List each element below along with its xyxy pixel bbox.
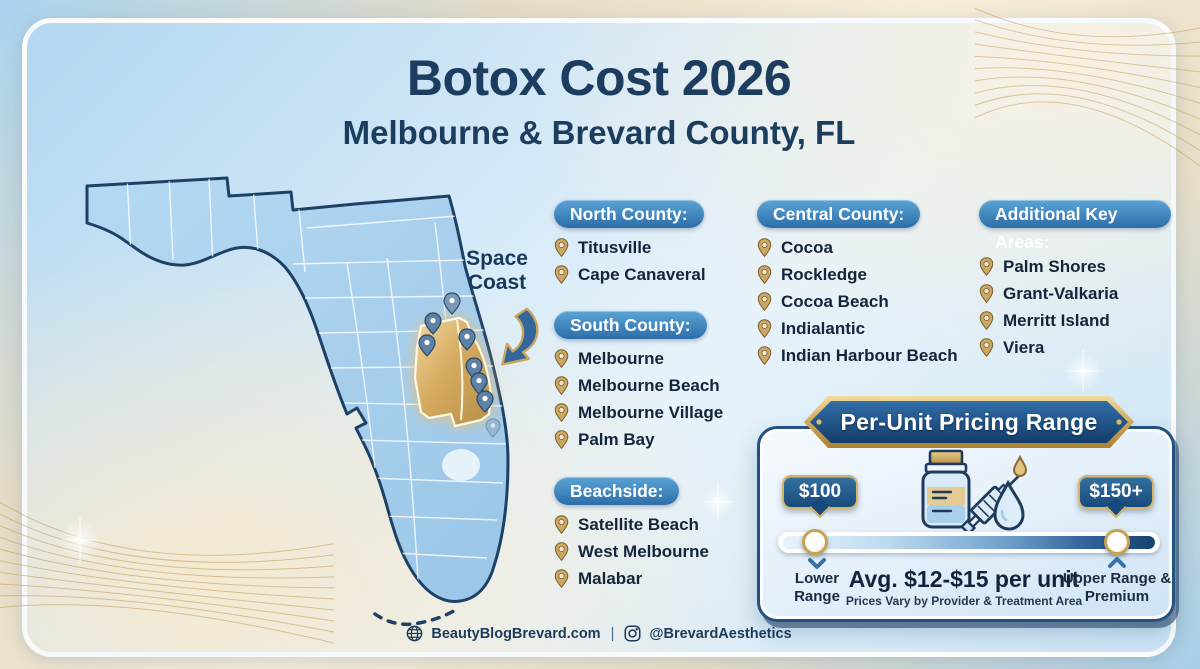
pricing-banner-ribbon (804, 396, 1134, 448)
list-item: Satellite Beach (554, 511, 709, 538)
slider-gradient-fill (783, 536, 1155, 549)
location-label: West Melbourne (578, 541, 709, 561)
location-label: Cape Canaveral (578, 264, 706, 284)
slider-knob-high[interactable] (1104, 529, 1130, 555)
map-pin-icon (979, 257, 994, 276)
list-item: Cape Canaveral (554, 261, 706, 288)
location-label: Grant-Valkaria (1003, 283, 1119, 303)
map-pin-cluster (418, 292, 501, 438)
highlight-county-divider (456, 319, 464, 421)
price-range-slider[interactable] (778, 532, 1160, 553)
list-item: Merritt Island (979, 307, 1171, 334)
florida-keys (373, 607, 459, 627)
section-header-south: South County: (554, 311, 707, 339)
footer-bar: BeautyBlogBrevard.com | @BrevardAestheti… (27, 625, 1171, 642)
social-handle: @BrevardAesthetics (649, 625, 792, 642)
space-coast-arrow-icon (501, 307, 539, 366)
map-pin-icon (554, 515, 569, 534)
list-item: Rockledge (757, 261, 958, 288)
high-range-label: Upper Range & Premium (1062, 570, 1172, 605)
pricing-banner-title: Per-Unit Pricing Range (840, 408, 1098, 435)
map-pin-icon (554, 238, 569, 257)
location-label: Melbourne (578, 348, 664, 368)
section-additional-areas: Additional Key Areas: Palm Shores Grant-… (979, 200, 1171, 361)
location-label: Viera (1003, 337, 1045, 357)
florida-outline (85, 176, 510, 603)
globe-icon (406, 625, 423, 642)
map-pin-icon (554, 349, 569, 368)
list-item: Viera (979, 334, 1171, 361)
low-range-label: Lower Range (794, 570, 840, 605)
section-header-beachside: Beachside: (554, 477, 680, 505)
section-beachside: Beachside: Satellite Beach West Melbourn… (554, 477, 709, 592)
list-item: Grant-Valkaria (979, 280, 1171, 307)
map-pin-icon (554, 542, 569, 561)
map-pin-icon (979, 338, 994, 357)
list-item: Melbourne Beach (554, 372, 723, 399)
location-label: Cocoa (781, 237, 833, 257)
list-item: Cocoa Beach (757, 288, 958, 315)
location-label: Malabar (578, 568, 643, 588)
location-label: Rockledge (781, 264, 867, 284)
section-header-north: North County: (554, 200, 704, 228)
location-label: Merritt Island (1003, 310, 1110, 330)
section-north-county: North County: Titusville Cape Canaveral (554, 200, 706, 288)
page-subtitle: Melbourne & Brevard County, FL (342, 114, 856, 151)
map-pin-icon (554, 265, 569, 284)
pricing-panel: Per-Unit Pricing Range $100 $150+ (757, 396, 1175, 622)
low-price-badge: $100 (782, 475, 858, 509)
map-pin-icon (554, 376, 569, 395)
space-coast-label: Space Coast (466, 247, 528, 294)
section-south-county: South County: Melbourne Melbourne Beach … (554, 311, 723, 453)
lake-okeechobee (442, 449, 480, 481)
map-pin-icon (757, 319, 772, 338)
map-pin-icon (757, 238, 772, 257)
main-card: Botox Cost 2026 Melbourne & Brevard Coun… (22, 18, 1176, 657)
map-pin-icon (757, 292, 772, 311)
list-item: Indian Harbour Beach (757, 342, 958, 369)
map-pin-icon (979, 284, 994, 303)
botox-vial-syringe-icon (921, 449, 1028, 531)
location-label: Indialantic (781, 318, 866, 338)
florida-map (85, 176, 510, 627)
website-link: BeautyBlogBrevard.com (431, 625, 601, 642)
location-label: Indian Harbour Beach (781, 345, 958, 365)
location-label: Melbourne Village (578, 402, 724, 422)
map-pin-icon (757, 265, 772, 284)
location-label: Satellite Beach (578, 514, 699, 534)
location-label: Palm Shores (1003, 256, 1106, 276)
map-pin-icon (554, 403, 569, 422)
footer-separator: | (610, 625, 615, 642)
high-price-badge: $150+ (1078, 475, 1154, 509)
chevron-down-icon (808, 558, 826, 569)
list-item: Cocoa (757, 234, 958, 261)
chevron-up-icon (1108, 557, 1126, 568)
list-item: Palm Shores (979, 253, 1171, 280)
page-title: Botox Cost 2026 (406, 50, 792, 106)
list-item: Melbourne (554, 345, 723, 372)
list-item: Indialantic (757, 315, 958, 342)
list-item: West Melbourne (554, 538, 709, 565)
location-label: Melbourne Beach (578, 375, 720, 395)
price-note-text: Prices Vary by Provider & Treatment Area (845, 594, 1083, 608)
section-header-central: Central County: (757, 200, 921, 228)
map-pin-icon (757, 346, 772, 365)
location-label: Titusville (578, 237, 652, 257)
list-item: Malabar (554, 565, 709, 592)
slider-knob-low[interactable] (802, 529, 828, 555)
section-central-county: Central County: Cocoa Rockledge Cocoa Be… (757, 200, 958, 369)
list-item: Melbourne Village (554, 399, 723, 426)
map-pin-icon (554, 430, 569, 449)
location-label: Cocoa Beach (781, 291, 889, 311)
instagram-icon (624, 625, 641, 642)
average-price-text: Avg. $12-$15 per unit (848, 566, 1080, 592)
map-pin-icon (979, 311, 994, 330)
location-label: Palm Bay (578, 429, 655, 449)
list-item: Palm Bay (554, 426, 723, 453)
section-header-additional: Additional Key Areas: (979, 200, 1171, 252)
map-pin-icon (554, 569, 569, 588)
list-item: Titusville (554, 234, 706, 261)
